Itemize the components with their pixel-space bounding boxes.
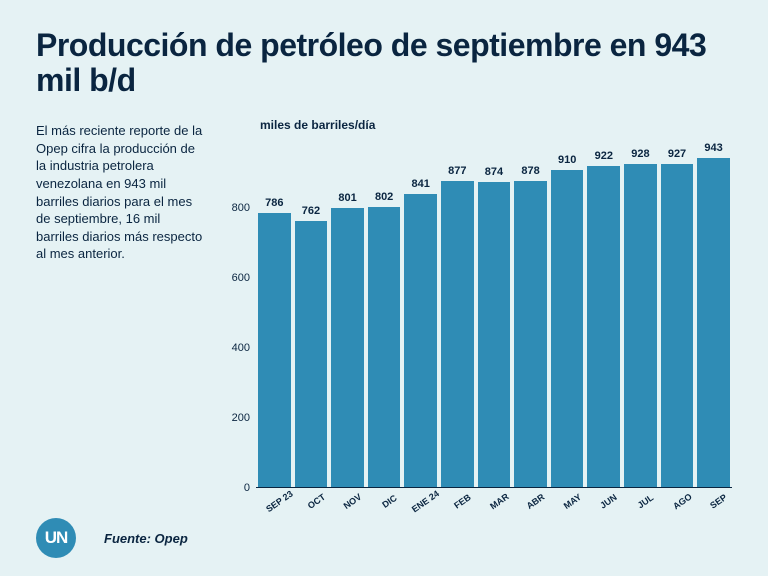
bar-value-label: 762 — [302, 205, 320, 217]
bar-column: 877 — [441, 138, 474, 487]
x-tick-label: JUL — [627, 485, 662, 515]
y-tick: 0 — [244, 482, 250, 494]
bar-column: 943 — [697, 138, 730, 487]
description-text: El más reciente reporte de la Opep cifra… — [36, 118, 206, 508]
bar-column: 910 — [551, 138, 584, 487]
bar-value-label: 910 — [558, 154, 576, 166]
x-tick-label: MAY — [554, 485, 589, 515]
bar-column: 878 — [514, 138, 547, 487]
x-tick-label: NOV — [334, 485, 369, 515]
y-tick: 200 — [232, 412, 250, 424]
x-axis-labels: SEP 23OCTNOVDICENE 24FEBMARABRMAYJUNJULA… — [256, 494, 732, 508]
page-title: Producción de petróleo de septiembre en … — [36, 28, 732, 98]
bar: 927 — [661, 164, 694, 488]
bar: 910 — [551, 170, 584, 488]
chart-area: 0200400600800 78676280180284187787487891… — [222, 138, 732, 488]
source-label: Fuente: Opep — [104, 531, 188, 546]
bar: 928 — [624, 164, 657, 488]
bar: 877 — [441, 181, 474, 487]
bar-value-label: 878 — [521, 165, 539, 177]
bar: 943 — [697, 158, 730, 487]
x-tick-label: SEP — [700, 485, 735, 515]
x-tick-label: OCT — [298, 485, 333, 515]
y-tick: 600 — [232, 272, 250, 284]
bar: 762 — [295, 221, 328, 487]
bar-column: 801 — [331, 138, 364, 487]
bar-column: 922 — [587, 138, 620, 487]
bar-column: 802 — [368, 138, 401, 487]
x-tick-label: ENE 24 — [407, 485, 442, 515]
publisher-logo: UN — [36, 518, 76, 558]
x-tick-label: MAR — [481, 485, 516, 515]
y-axis: 0200400600800 — [222, 138, 256, 488]
bar-value-label: 877 — [448, 165, 466, 177]
x-tick-label: DIC — [371, 485, 406, 515]
infographic-page: Producción de petróleo de septiembre en … — [0, 0, 768, 576]
chart-container: miles de barriles/día 0200400600800 7867… — [222, 118, 732, 508]
bar-column: 841 — [404, 138, 437, 487]
y-axis-label: miles de barriles/día — [260, 118, 732, 132]
bar: 802 — [368, 207, 401, 487]
content-row: El más reciente reporte de la Opep cifra… — [36, 118, 732, 508]
footer: UN Fuente: Opep — [36, 518, 188, 558]
bar: 841 — [404, 194, 437, 488]
bar: 878 — [514, 181, 547, 487]
x-tick-label: JUN — [590, 485, 625, 515]
bar-value-label: 943 — [704, 142, 722, 154]
x-tick-label: FEB — [444, 485, 479, 515]
bar-value-label: 802 — [375, 191, 393, 203]
bar-column: 927 — [661, 138, 694, 487]
bar: 786 — [258, 213, 291, 487]
bar-value-label: 927 — [668, 148, 686, 160]
x-tick-label: AGO — [664, 485, 699, 515]
bar-column: 928 — [624, 138, 657, 487]
bar-value-label: 928 — [631, 148, 649, 160]
bar-value-label: 786 — [265, 197, 283, 209]
bar-column: 762 — [295, 138, 328, 487]
x-tick-label: SEP 23 — [261, 485, 296, 515]
bar-value-label: 922 — [595, 150, 613, 162]
bar: 801 — [331, 208, 364, 488]
bar-column: 786 — [258, 138, 291, 487]
y-tick: 400 — [232, 342, 250, 354]
bar-value-label: 874 — [485, 166, 503, 178]
bar-value-label: 841 — [412, 178, 430, 190]
bar-value-label: 801 — [338, 192, 356, 204]
plot-area: 786762801802841877874878910922928927943 — [256, 138, 732, 488]
x-tick-label: ABR — [517, 485, 552, 515]
bar-column: 874 — [478, 138, 511, 487]
y-tick: 800 — [232, 202, 250, 214]
bar: 922 — [587, 166, 620, 488]
bar: 874 — [478, 182, 511, 487]
